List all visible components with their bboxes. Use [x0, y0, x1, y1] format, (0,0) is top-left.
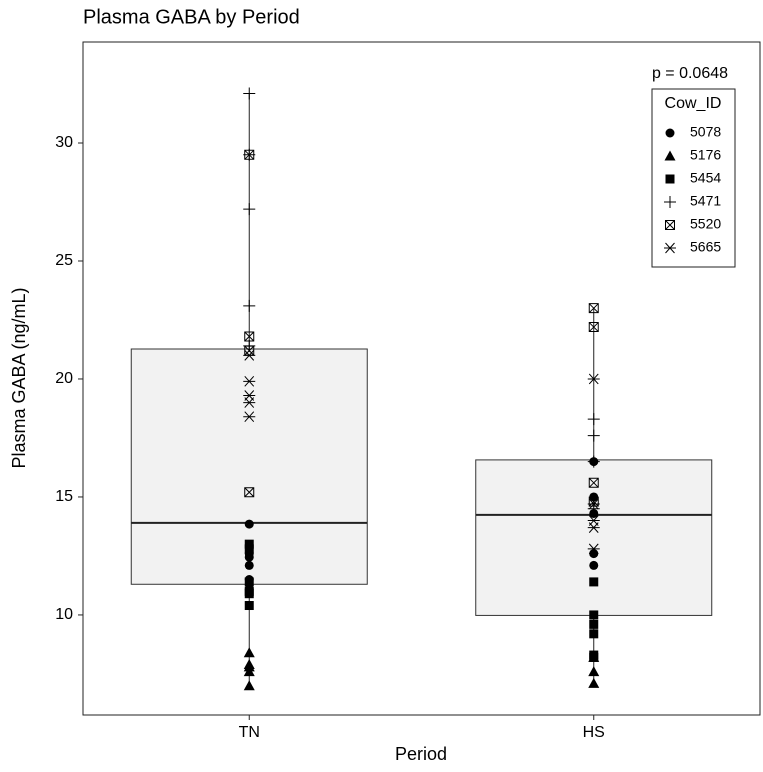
- point: [588, 322, 599, 333]
- x-tick-label: HS: [583, 724, 605, 741]
- y-tick-label: 25: [55, 252, 73, 269]
- point: [589, 549, 599, 559]
- point: [243, 397, 256, 408]
- point: [587, 413, 600, 426]
- point: [244, 601, 254, 611]
- point: [587, 429, 600, 442]
- point: [589, 610, 599, 620]
- point: [243, 299, 256, 312]
- point: [244, 149, 255, 160]
- legend-symbol: [665, 128, 675, 138]
- p-value: p = 0.0648: [652, 65, 728, 82]
- y-tick-label: 30: [55, 134, 73, 151]
- point: [243, 350, 256, 361]
- legend-label: 5520: [690, 216, 721, 232]
- legend-label: 5665: [690, 239, 721, 255]
- point: [243, 647, 255, 658]
- point: [243, 666, 255, 677]
- point: [244, 487, 255, 498]
- point: [588, 677, 600, 688]
- point: [589, 629, 599, 639]
- y-axis-label: Plasma GABA (ng/mL): [9, 287, 29, 468]
- point: [244, 560, 254, 570]
- point: [243, 203, 256, 216]
- point: [244, 552, 254, 562]
- point: [244, 539, 254, 549]
- legend-title: Cow_ID: [665, 95, 722, 112]
- point: [589, 577, 599, 587]
- legend-label: 5471: [690, 193, 721, 209]
- point: [588, 496, 599, 507]
- point: [587, 522, 600, 533]
- point: [587, 543, 600, 555]
- point: [243, 87, 256, 100]
- point: [589, 652, 599, 662]
- point: [587, 498, 600, 510]
- box: [475, 459, 713, 616]
- point: [588, 477, 599, 488]
- point: [243, 680, 255, 691]
- y-tick-label: 15: [55, 488, 73, 505]
- legend-label: 5454: [690, 170, 721, 186]
- y-tick-label: 20: [55, 370, 73, 387]
- point: [244, 589, 254, 599]
- point: [588, 303, 599, 314]
- point: [588, 666, 600, 677]
- y-tick-label: 10: [55, 606, 73, 623]
- chart-title: Plasma GABA by Period: [83, 6, 300, 28]
- legend-label: 5078: [690, 124, 721, 140]
- point: [587, 455, 600, 468]
- point: [589, 619, 599, 629]
- legend-symbol: [664, 242, 676, 254]
- point: [244, 577, 254, 587]
- x-axis-label: Period: [395, 744, 447, 764]
- legend-label: 5176: [690, 147, 721, 163]
- point: [587, 373, 600, 385]
- point: [244, 331, 255, 342]
- point: [244, 544, 254, 554]
- legend-symbol: [664, 196, 676, 208]
- legend-symbol: [665, 220, 675, 230]
- point: [243, 411, 256, 423]
- legend-symbol: [664, 150, 676, 161]
- x-tick-label: TN: [239, 724, 260, 741]
- legend-symbol: [665, 174, 675, 184]
- point: [243, 375, 256, 387]
- point: [589, 560, 599, 570]
- point: [244, 519, 254, 529]
